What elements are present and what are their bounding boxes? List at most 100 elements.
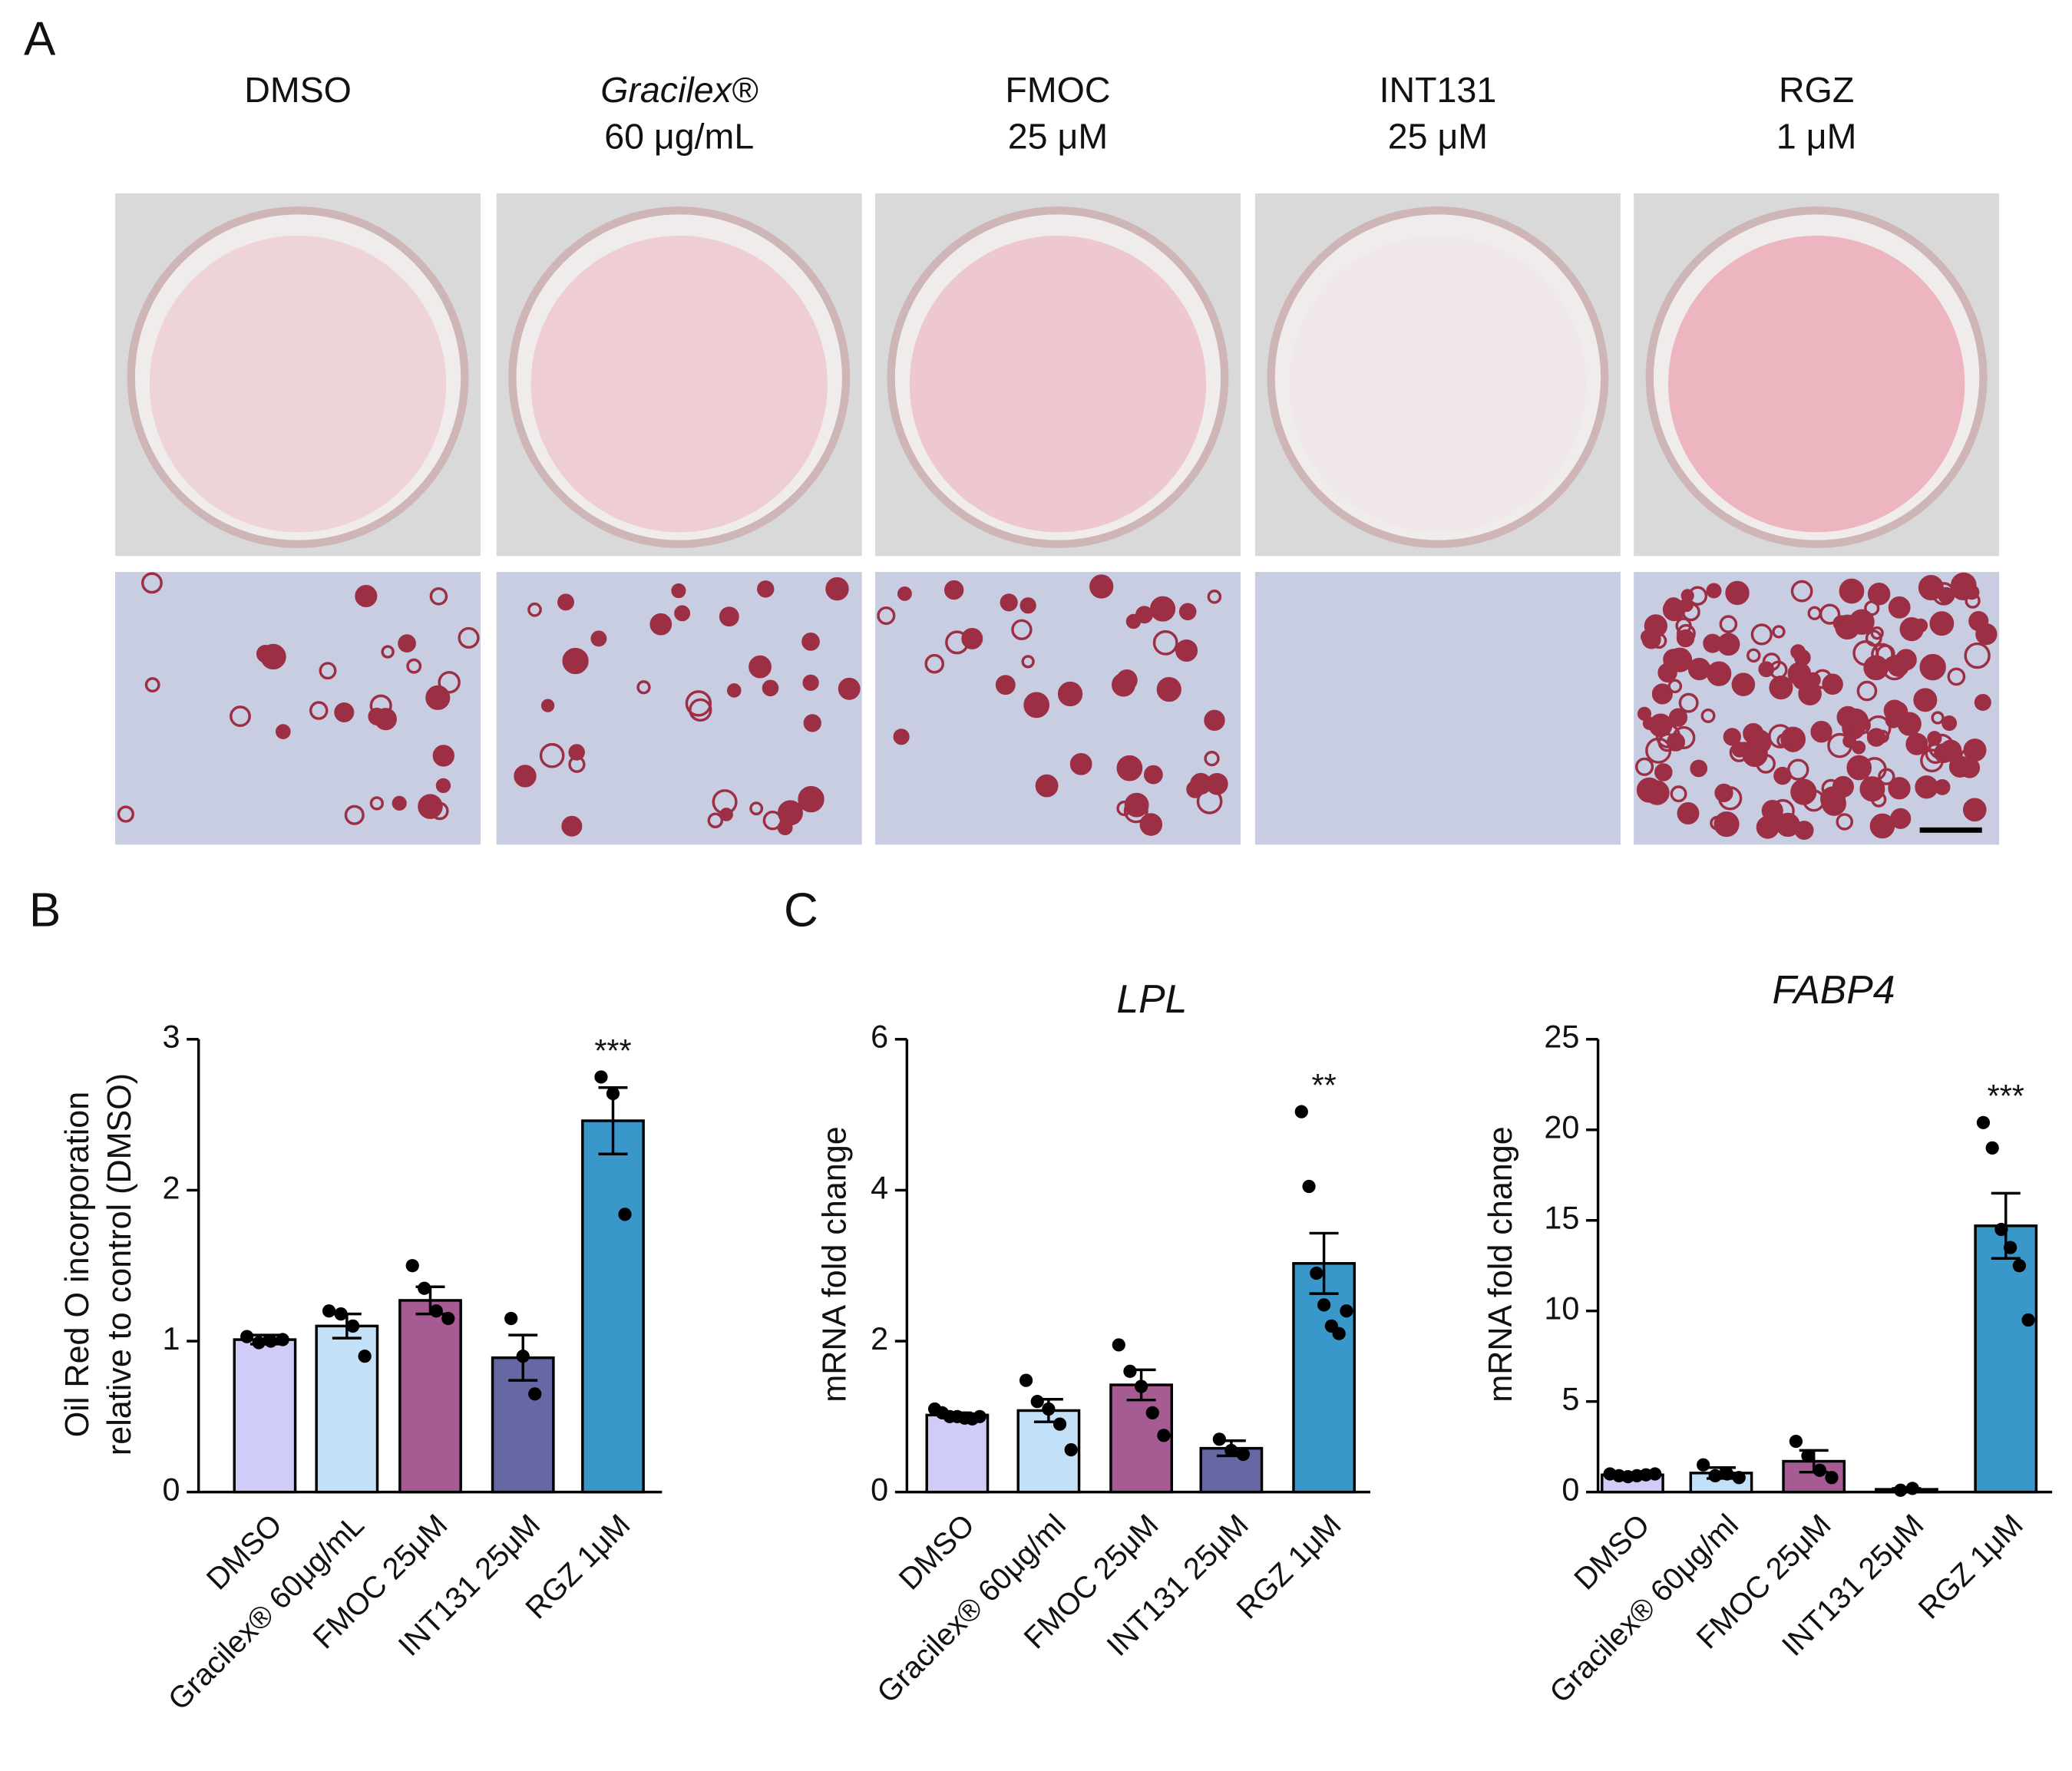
cell <box>429 587 448 606</box>
cell <box>374 708 397 731</box>
data-point <box>2012 1259 2026 1273</box>
column-label: Gracilex® <box>600 70 758 110</box>
cell <box>418 794 443 819</box>
significance: *** <box>1988 1079 2024 1114</box>
cell <box>762 679 779 697</box>
cell <box>425 685 451 710</box>
cell <box>1919 653 1946 681</box>
data-point <box>594 1070 608 1084</box>
cell <box>561 815 583 837</box>
data-point <box>1994 1222 2008 1237</box>
bar <box>398 1299 462 1494</box>
data-point <box>1157 1429 1171 1442</box>
cell <box>1000 593 1018 612</box>
cell <box>674 605 691 622</box>
cell <box>144 677 160 693</box>
cell <box>636 680 651 695</box>
cell <box>1678 692 1699 713</box>
cell <box>1905 732 1928 755</box>
y-tick-label: 20 <box>1544 1110 1579 1145</box>
cell <box>1941 715 1958 732</box>
cell <box>1887 654 1910 677</box>
cell <box>1139 813 1163 836</box>
cell <box>1927 731 1942 746</box>
cell <box>719 606 739 627</box>
cell <box>1651 683 1673 705</box>
cell <box>1675 617 1692 634</box>
cell <box>1668 708 1688 727</box>
cell <box>1089 574 1114 599</box>
panel-label: A <box>24 13 56 66</box>
cell <box>230 705 251 727</box>
y-tick-label: 25 <box>1544 1019 1579 1055</box>
cell <box>712 789 738 815</box>
column-label: FMOC <box>1005 70 1110 110</box>
cell <box>685 690 712 717</box>
cell <box>1657 662 1677 682</box>
cell <box>1810 721 1832 743</box>
cell <box>1947 667 1966 686</box>
y-tick-label: 0 <box>1561 1472 1579 1508</box>
data-point <box>618 1208 632 1221</box>
cell <box>649 613 672 636</box>
cell <box>334 702 355 722</box>
cell <box>1125 613 1142 629</box>
cell <box>1186 780 1205 798</box>
cell <box>319 662 337 680</box>
cell <box>1888 777 1911 800</box>
bar <box>925 1413 990 1494</box>
cell <box>458 626 480 649</box>
cell <box>777 820 793 836</box>
cell <box>275 724 291 739</box>
cell <box>369 694 392 717</box>
data-point <box>1976 1115 1991 1129</box>
cell <box>1021 655 1035 669</box>
cell <box>1790 644 1806 660</box>
cell <box>707 812 724 829</box>
cell <box>1742 741 1768 768</box>
cell <box>1706 583 1722 599</box>
data-point <box>1789 1434 1803 1449</box>
data-point <box>1310 1266 1324 1280</box>
cell <box>757 580 775 598</box>
x-tick-label: DMSO <box>893 1508 981 1596</box>
y-tick-label: 6 <box>871 1019 888 1055</box>
cell <box>1839 578 1865 604</box>
bar <box>1974 1224 2038 1494</box>
cell <box>527 602 542 617</box>
y-axis-label: mRNA fold change <box>816 1126 853 1402</box>
micrograph <box>115 572 481 845</box>
data-point <box>1332 1327 1346 1340</box>
cell <box>1750 623 1773 646</box>
cell <box>1746 648 1761 663</box>
y-tick-label: 2 <box>871 1321 888 1356</box>
cell <box>140 572 163 594</box>
cell <box>355 584 378 608</box>
cell <box>432 745 454 767</box>
column-label: RGZ <box>1779 70 1854 110</box>
cell <box>1204 751 1220 767</box>
data-point <box>1732 1471 1746 1485</box>
cell <box>1634 757 1654 776</box>
error-bar <box>1309 1231 1339 1295</box>
data-point <box>1894 1483 1908 1497</box>
cell <box>1790 778 1817 805</box>
column-label: DMSO <box>244 70 352 110</box>
data-point <box>2004 1241 2017 1254</box>
cell <box>1867 583 1891 606</box>
cell <box>557 593 574 611</box>
cell <box>995 675 1016 696</box>
y-tick-label: 2 <box>163 1170 180 1205</box>
cell <box>381 645 395 659</box>
cell <box>825 577 849 601</box>
cell <box>1204 709 1225 732</box>
cell <box>1717 633 1740 656</box>
data-point <box>1294 1105 1308 1118</box>
cell <box>540 699 555 712</box>
cell <box>802 674 819 691</box>
y-tick-label: 4 <box>871 1170 888 1205</box>
cell <box>1948 755 1971 778</box>
cell <box>1929 611 1955 636</box>
cell <box>1968 611 1989 632</box>
cell <box>1143 765 1163 785</box>
